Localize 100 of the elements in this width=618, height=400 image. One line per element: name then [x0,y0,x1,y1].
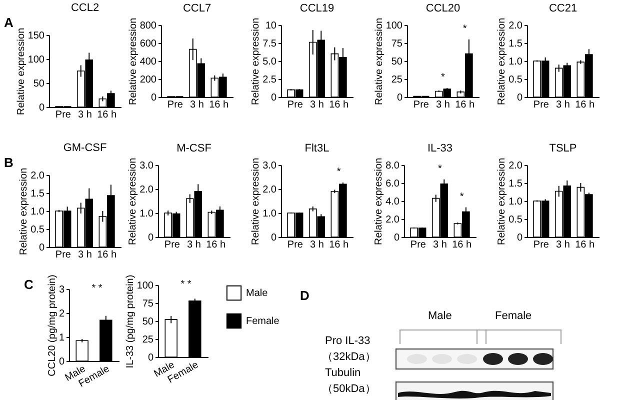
x-tick-label: Pre [413,100,430,110]
y-tick-label: 0 [150,92,157,104]
x-tick-label: 16 h [329,100,349,110]
y-tick-label: 0 [516,92,523,104]
y-tick-label: 0 [396,92,403,104]
y-axis-title: IL-33 (pg/mg protein) [124,274,136,368]
chart-title: Flt3L [304,142,330,154]
y-tick-label: 0 [394,232,400,244]
legend-label: Male [246,288,268,299]
x-tick-label: 3 h [78,110,92,120]
x-tick-label: Pre [287,100,304,110]
x-tick-label: 16 h [455,100,475,110]
chart-title: GM-CSF [63,142,107,154]
text: Female [495,310,532,322]
x-tick-label: 3 h [556,100,570,110]
y-tick-label: 0.5 [30,224,45,236]
x-tick-label: Pre [55,110,72,120]
y-tick-label: 150 [28,30,45,42]
annotation: * [462,23,467,34]
y-tick-label: 2 [58,308,65,320]
chart-title: CC21 [548,2,578,14]
y-tick-label: 2.0 [508,160,523,172]
y-axis-title: Relative expression [496,18,508,106]
x-tick-label: 3 h [433,240,447,250]
y-tick-label: 2.0 [140,184,154,196]
y-tick-label: 10 [265,20,277,32]
y-tick-label: 0 [270,232,277,244]
x-tick-label: 3 h [310,240,324,250]
y-tick-label: 1.0 [508,196,523,208]
y-tick-label: 8.0 [386,160,400,172]
x-tick-label: Pre [287,240,304,250]
y-tick-label: 6.0 [386,178,400,190]
y-tick-label: 200 [140,74,157,86]
chart-title: CCL20 [426,2,460,14]
text: （32kDa） [322,350,376,364]
text: A [4,15,14,30]
text: B [4,155,14,170]
chart-title: M-CSF [176,142,212,154]
x-tick-label: 3 h [310,100,324,110]
y-tick-label: 1.5 [508,38,523,50]
y-axis-title: CCL20 (pg/mg protein) [46,274,58,376]
chart-title: CCL2 [70,2,100,14]
y-axis-title: Relative expression [250,18,262,106]
y-tick-label: 25 [142,334,154,346]
y-tick-label: 3.0 [262,160,277,172]
y-tick-label: 0 [148,352,154,364]
x-tick-label: 3 h [190,100,204,110]
y-axis-title: Relative expression [16,28,27,116]
y-tick-label: 1.0 [508,56,523,68]
y-tick-label: 5.0 [262,56,277,68]
y-tick-label: 2.0 [386,214,400,226]
annotation: * [336,166,341,178]
x-tick-label: 3 h [556,240,570,250]
y-tick-label: 0 [58,356,65,368]
y-tick-label: 50 [142,316,154,328]
chart-title: IL-33 [427,142,453,154]
y-axis-title: Relative expression [128,18,139,106]
x-tick-label: 16 h [209,100,229,110]
annotation: * * [92,283,102,294]
y-tick-label: 0 [38,102,45,114]
y-axis-title: Relative expression [128,158,139,246]
x-tick-label: 16 h [97,110,117,120]
x-tick-label: 16 h [452,240,472,250]
x-tick-label: Pre [55,250,72,260]
y-axis-title: Relative expression [250,158,262,246]
y-tick-label: 1.0 [140,208,154,220]
y-axis-title: Relative expression [374,18,385,106]
text: D [300,288,310,303]
x-tick-label: 16 h [575,100,595,110]
y-tick-label: 2.0 [508,20,523,32]
y-axis-title: Relative expression [18,168,30,256]
x-tick-label: Pre [410,240,426,250]
annotation: * * [180,279,192,290]
chart-title: CCL19 [300,2,334,14]
annotation: * [460,191,464,202]
y-tick-label: 7.5 [262,38,277,50]
x-tick-label: 3 h [78,250,92,260]
y-tick-label: 100 [386,20,403,32]
x-tick-label: 16 h [575,240,595,250]
y-tick-label: 1 [58,332,65,344]
y-tick-label: 100 [28,54,45,66]
x-tick-label: Pre [533,100,550,110]
x-tick-label: Pre [164,240,180,250]
x-tick-label: Pre [167,100,184,110]
y-tick-label: 0 [148,232,154,244]
y-tick-label: 1.5 [508,178,523,190]
y-tick-label: 1.5 [30,188,45,200]
y-tick-label: 4.0 [386,196,400,208]
y-tick-label: 0 [270,92,277,104]
y-tick-label: 3.0 [140,160,154,172]
x-tick-label: 16 h [206,240,226,250]
y-tick-label: 0.5 [508,214,523,226]
y-axis-title: Relative expression [374,158,385,246]
x-tick-label: 3 h [187,240,201,250]
y-tick-label: 400 [140,56,157,68]
x-tick-label: Pre [533,240,550,250]
text: C [24,277,34,292]
legend-label: Female [246,316,280,327]
y-tick-label: 2.5 [262,74,277,86]
y-tick-label: 50 [33,78,45,90]
